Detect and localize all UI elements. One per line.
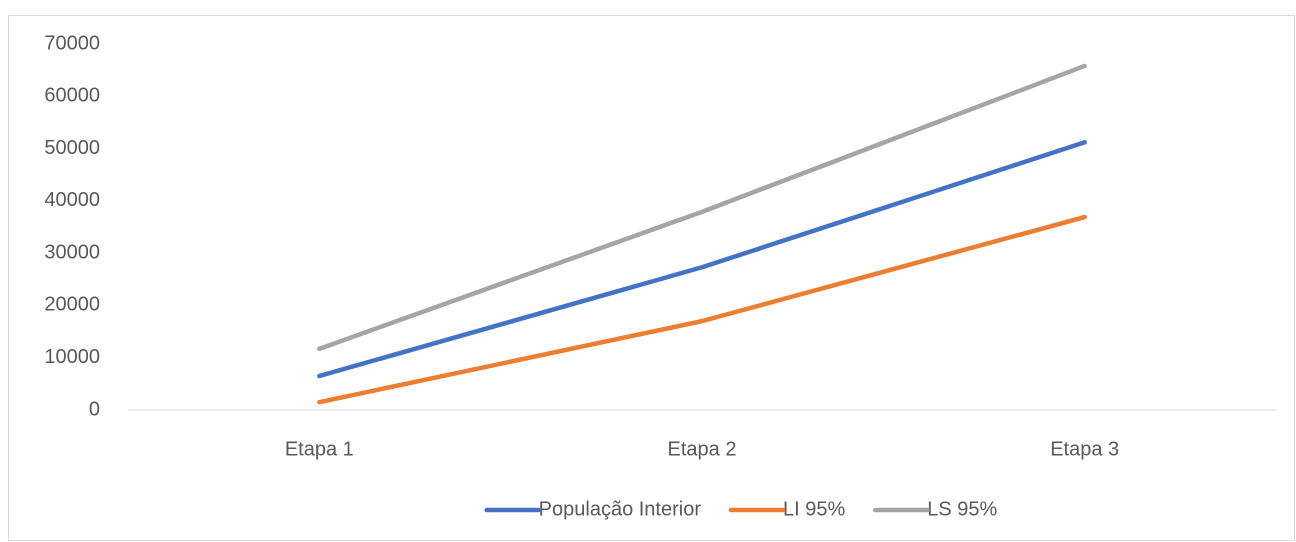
legend-label: População Interior — [539, 498, 702, 520]
y-tick-label: 20000 — [44, 294, 100, 316]
legend-label: LS 95% — [927, 498, 997, 520]
y-tick-label: 10000 — [44, 346, 100, 368]
y-tick-label: 50000 — [44, 137, 100, 159]
x-tick-label: Etapa 2 — [668, 438, 737, 460]
series-line — [317, 140, 1087, 379]
series-line — [317, 63, 1087, 352]
y-tick-label: 30000 — [44, 241, 100, 263]
chart-frame — [8, 15, 1295, 541]
y-tick-label: 70000 — [44, 32, 100, 54]
x-tick-label: Etapa 3 — [1050, 438, 1119, 460]
y-tick-label: 60000 — [44, 85, 100, 107]
series-line — [317, 214, 1087, 405]
legend-label: LI 95% — [783, 498, 845, 520]
y-tick-label: 40000 — [44, 189, 100, 211]
x-tick-label: Etapa 1 — [285, 438, 354, 460]
y-tick-label: 0 — [89, 398, 100, 420]
